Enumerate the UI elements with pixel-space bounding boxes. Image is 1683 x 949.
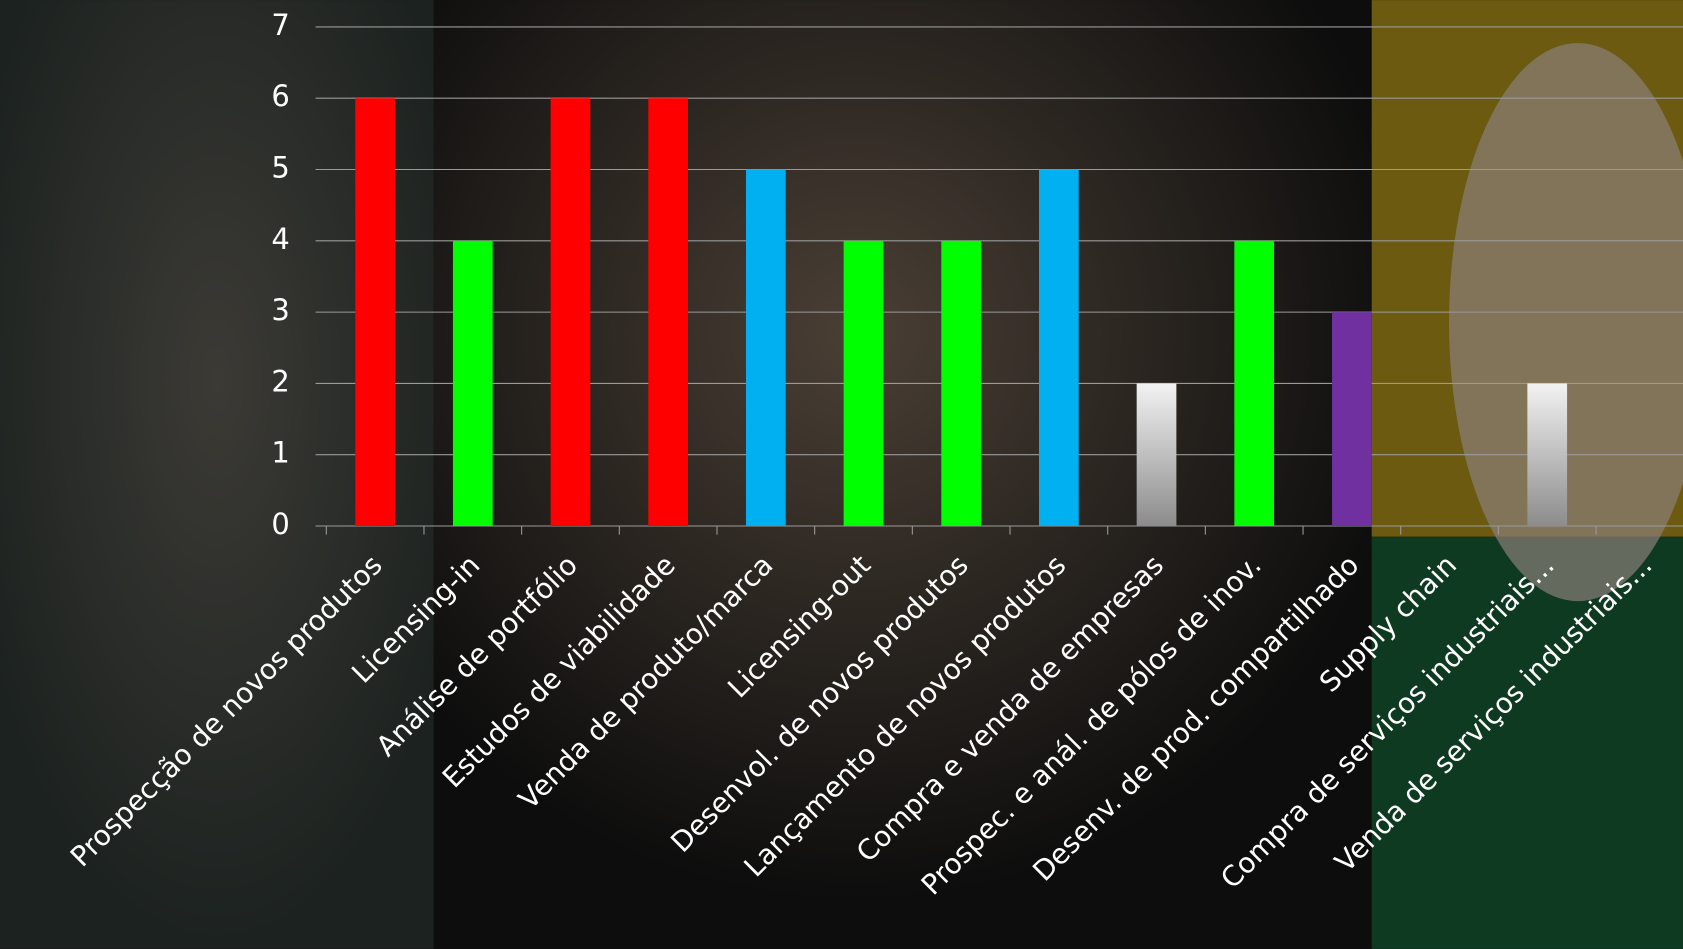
bar bbox=[648, 98, 689, 527]
bar bbox=[941, 240, 982, 527]
bar bbox=[1527, 383, 1568, 527]
y-tick-label: 3 bbox=[271, 293, 289, 327]
y-tick-label: 0 bbox=[271, 507, 289, 541]
bar bbox=[1332, 312, 1372, 527]
y-tick-label: 4 bbox=[271, 222, 289, 256]
bar bbox=[355, 98, 395, 527]
bar bbox=[1136, 383, 1177, 527]
bar bbox=[843, 240, 884, 527]
y-tick-label: 2 bbox=[271, 364, 289, 398]
y-tick-label: 7 bbox=[271, 8, 289, 42]
y-tick-label: 5 bbox=[271, 151, 289, 185]
bar bbox=[550, 98, 591, 527]
bar bbox=[452, 240, 493, 527]
bar bbox=[1038, 169, 1079, 527]
y-tick-label: 6 bbox=[271, 79, 289, 113]
bar bbox=[1234, 240, 1275, 527]
bar bbox=[745, 169, 786, 527]
y-tick-label: 1 bbox=[271, 436, 289, 470]
